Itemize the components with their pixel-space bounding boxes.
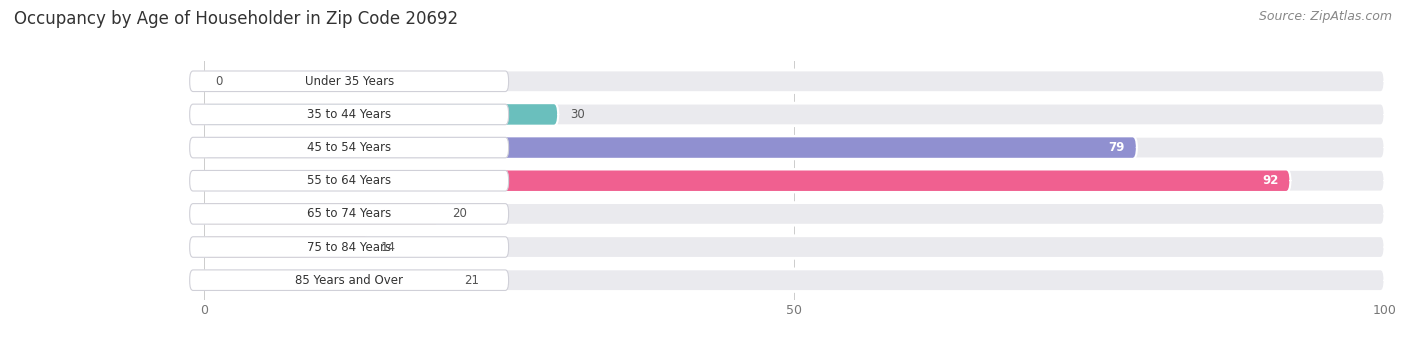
Text: 21: 21 bbox=[464, 274, 478, 287]
Text: 79: 79 bbox=[1109, 141, 1125, 154]
Text: Occupancy by Age of Householder in Zip Code 20692: Occupancy by Age of Householder in Zip C… bbox=[14, 10, 458, 28]
FancyBboxPatch shape bbox=[204, 269, 1385, 292]
Text: 92: 92 bbox=[1263, 174, 1278, 187]
Text: 65 to 74 Years: 65 to 74 Years bbox=[307, 207, 391, 220]
Text: Source: ZipAtlas.com: Source: ZipAtlas.com bbox=[1258, 10, 1392, 23]
FancyBboxPatch shape bbox=[204, 203, 440, 225]
Text: 45 to 54 Years: 45 to 54 Years bbox=[307, 141, 391, 154]
Text: 20: 20 bbox=[451, 207, 467, 220]
Text: Under 35 Years: Under 35 Years bbox=[305, 75, 394, 88]
FancyBboxPatch shape bbox=[204, 236, 370, 258]
FancyBboxPatch shape bbox=[204, 70, 1385, 92]
Text: 55 to 64 Years: 55 to 64 Years bbox=[307, 174, 391, 187]
Text: 85 Years and Over: 85 Years and Over bbox=[295, 274, 404, 287]
Text: 14: 14 bbox=[381, 240, 396, 254]
FancyBboxPatch shape bbox=[204, 103, 1385, 126]
FancyBboxPatch shape bbox=[190, 137, 509, 158]
Text: 0: 0 bbox=[215, 75, 224, 88]
FancyBboxPatch shape bbox=[204, 136, 1137, 159]
FancyBboxPatch shape bbox=[204, 203, 1385, 225]
FancyBboxPatch shape bbox=[190, 270, 509, 291]
FancyBboxPatch shape bbox=[190, 237, 509, 257]
Text: 75 to 84 Years: 75 to 84 Years bbox=[307, 240, 391, 254]
FancyBboxPatch shape bbox=[190, 204, 509, 224]
FancyBboxPatch shape bbox=[204, 269, 451, 292]
FancyBboxPatch shape bbox=[204, 169, 1385, 192]
FancyBboxPatch shape bbox=[190, 104, 509, 125]
FancyBboxPatch shape bbox=[190, 170, 509, 191]
FancyBboxPatch shape bbox=[204, 236, 1385, 258]
FancyBboxPatch shape bbox=[204, 169, 1291, 192]
FancyBboxPatch shape bbox=[204, 136, 1385, 159]
Text: 30: 30 bbox=[569, 108, 585, 121]
FancyBboxPatch shape bbox=[190, 71, 509, 91]
Text: 35 to 44 Years: 35 to 44 Years bbox=[307, 108, 391, 121]
FancyBboxPatch shape bbox=[204, 103, 558, 126]
